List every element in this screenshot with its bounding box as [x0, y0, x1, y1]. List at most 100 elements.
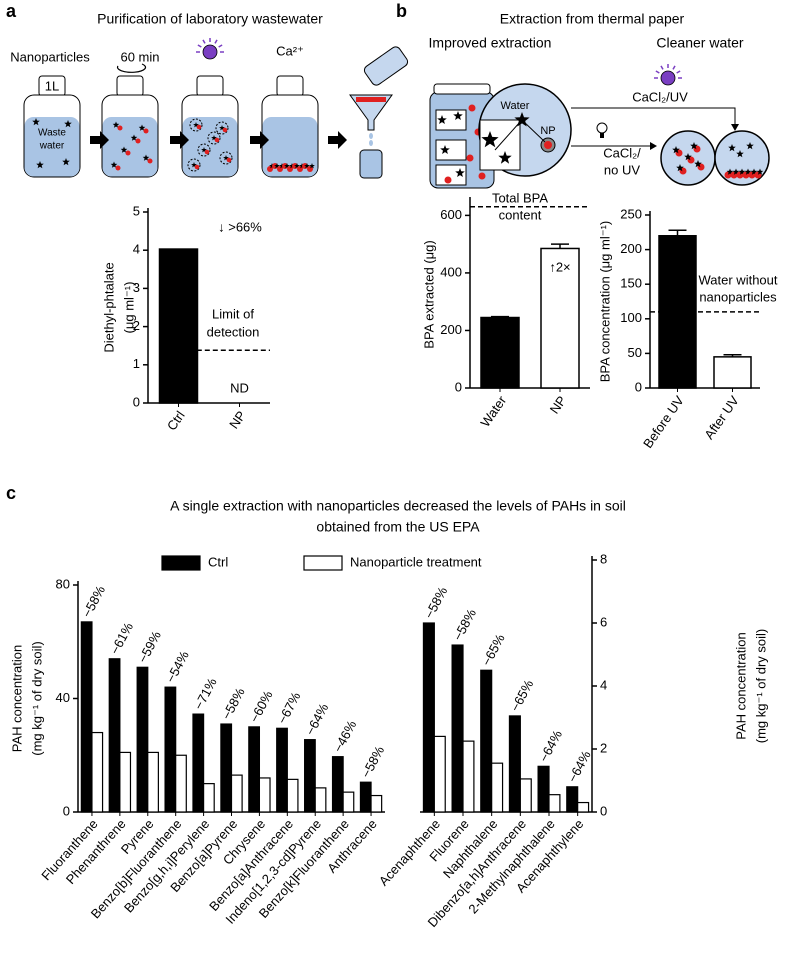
bar [286, 778, 299, 813]
star-icon [746, 142, 754, 150]
diagram-heading: Cleaner water [656, 35, 743, 51]
star-icon [64, 120, 72, 128]
particle [135, 138, 141, 144]
bar [230, 774, 243, 813]
y-axis-label: (mg kg⁻¹ of dry soil) [753, 629, 768, 744]
x-tick-label: After UV [701, 393, 742, 442]
bar [508, 715, 521, 813]
particle [115, 165, 121, 171]
reference-label: nanoparticles [699, 289, 777, 304]
y-tick-label: 200 [440, 322, 462, 337]
particle-halo [207, 131, 221, 145]
paper [435, 164, 467, 186]
y-tick-label: 3 [133, 280, 140, 295]
y-tick-label: 600 [440, 207, 462, 222]
star-icon [110, 161, 118, 168]
diagram-label: water [39, 141, 65, 152]
reference-label: content [499, 207, 542, 222]
star-icon [36, 161, 44, 169]
bulb-base [600, 133, 604, 138]
star-icon [223, 155, 229, 161]
change-label: −65% [479, 631, 508, 668]
bar [136, 666, 149, 813]
star-icon [274, 163, 280, 169]
y-tick-label: 2 [600, 740, 607, 755]
star-icon [726, 168, 734, 175]
star-icon [514, 112, 530, 127]
y-axis-label: (μg ml⁻¹) [121, 282, 136, 334]
diagram-label: Water [501, 100, 530, 112]
flow-arrow [494, 121, 521, 151]
star-icon [304, 163, 310, 169]
star-icon [62, 158, 70, 166]
bar [491, 762, 504, 813]
particle [226, 157, 232, 163]
particle [204, 149, 210, 155]
error-bar [551, 243, 569, 249]
star-icon [732, 168, 740, 175]
bar [359, 781, 372, 813]
reference-label: Total BPA [492, 190, 548, 205]
particle [125, 150, 131, 156]
star-icon [193, 122, 199, 128]
particle-halo [197, 143, 211, 157]
arrow [250, 131, 269, 149]
liquid [262, 117, 318, 177]
diagram-label: Waste [38, 128, 66, 139]
bar [480, 316, 520, 389]
flow-arrow [521, 119, 546, 143]
star-icon [269, 163, 275, 169]
star-icon [455, 168, 465, 177]
bar [331, 756, 344, 813]
bulb-icon [202, 44, 218, 60]
reference-label: Limit of [212, 306, 254, 321]
star-icon [498, 151, 512, 164]
change-label: −46% [330, 718, 359, 755]
pouring-bottle [363, 46, 409, 86]
particle [444, 176, 452, 184]
bar [713, 356, 752, 389]
diagram-title: Purification of laboratory wastewater [97, 11, 323, 27]
star-icon [294, 163, 300, 169]
bar [91, 731, 104, 813]
bar [108, 658, 121, 813]
diagram-heading: Improved extraction [429, 35, 552, 51]
y-tick-label: 6 [600, 614, 607, 629]
bar [370, 794, 383, 813]
y-tick-label: 100 [620, 310, 642, 325]
star-icon [279, 163, 285, 169]
star-icon [201, 147, 207, 153]
legend-swatch [161, 555, 201, 571]
bulb-ray [655, 70, 660, 74]
chart-title: obtained from the US EPA [316, 519, 480, 535]
star-icon [756, 168, 764, 175]
funnel [349, 94, 393, 131]
y-tick-label: 40 [56, 690, 70, 705]
particle [468, 104, 476, 112]
jar-lid [433, 83, 491, 95]
star-icon [211, 135, 217, 141]
star-icon [284, 163, 290, 169]
bar [577, 801, 590, 813]
annotation: ↑2× [549, 259, 570, 274]
bar [433, 735, 446, 813]
y-tick-label: 0 [455, 379, 462, 394]
bottle-neck [116, 75, 144, 97]
star-icon [112, 121, 120, 128]
drop [369, 133, 373, 139]
bar [548, 794, 561, 813]
panel-label: a [6, 1, 17, 21]
change-label: −71% [191, 675, 220, 712]
np-core [544, 141, 552, 149]
bulb-ray [672, 65, 676, 70]
annotation: ↓ >66% [218, 219, 262, 234]
liquid [102, 117, 158, 177]
arrowhead [731, 124, 739, 131]
bulb-ray [202, 39, 206, 44]
star-icon [672, 146, 680, 154]
diagram-label: 60 min [120, 49, 159, 64]
bar [462, 740, 475, 813]
particle [194, 164, 200, 170]
y-axis-label: Diethyl-phtalate [101, 262, 116, 352]
